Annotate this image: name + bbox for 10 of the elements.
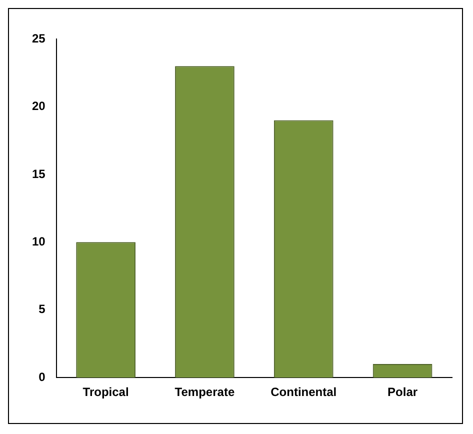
- x-tick-label: Continental: [270, 385, 337, 400]
- x-tick-label: Polar: [388, 385, 418, 400]
- y-tick-label: 20: [32, 99, 46, 114]
- y-tick-label: 15: [32, 166, 46, 181]
- x-tick-label: Tropical: [82, 385, 129, 400]
- y-tick-label: 0: [38, 370, 46, 384]
- y-tick-label: 5: [38, 302, 46, 316]
- x-tick-label: Temperate: [174, 385, 235, 400]
- y-tick-label: 10: [32, 234, 46, 248]
- y-tick-label: 25: [32, 31, 46, 46]
